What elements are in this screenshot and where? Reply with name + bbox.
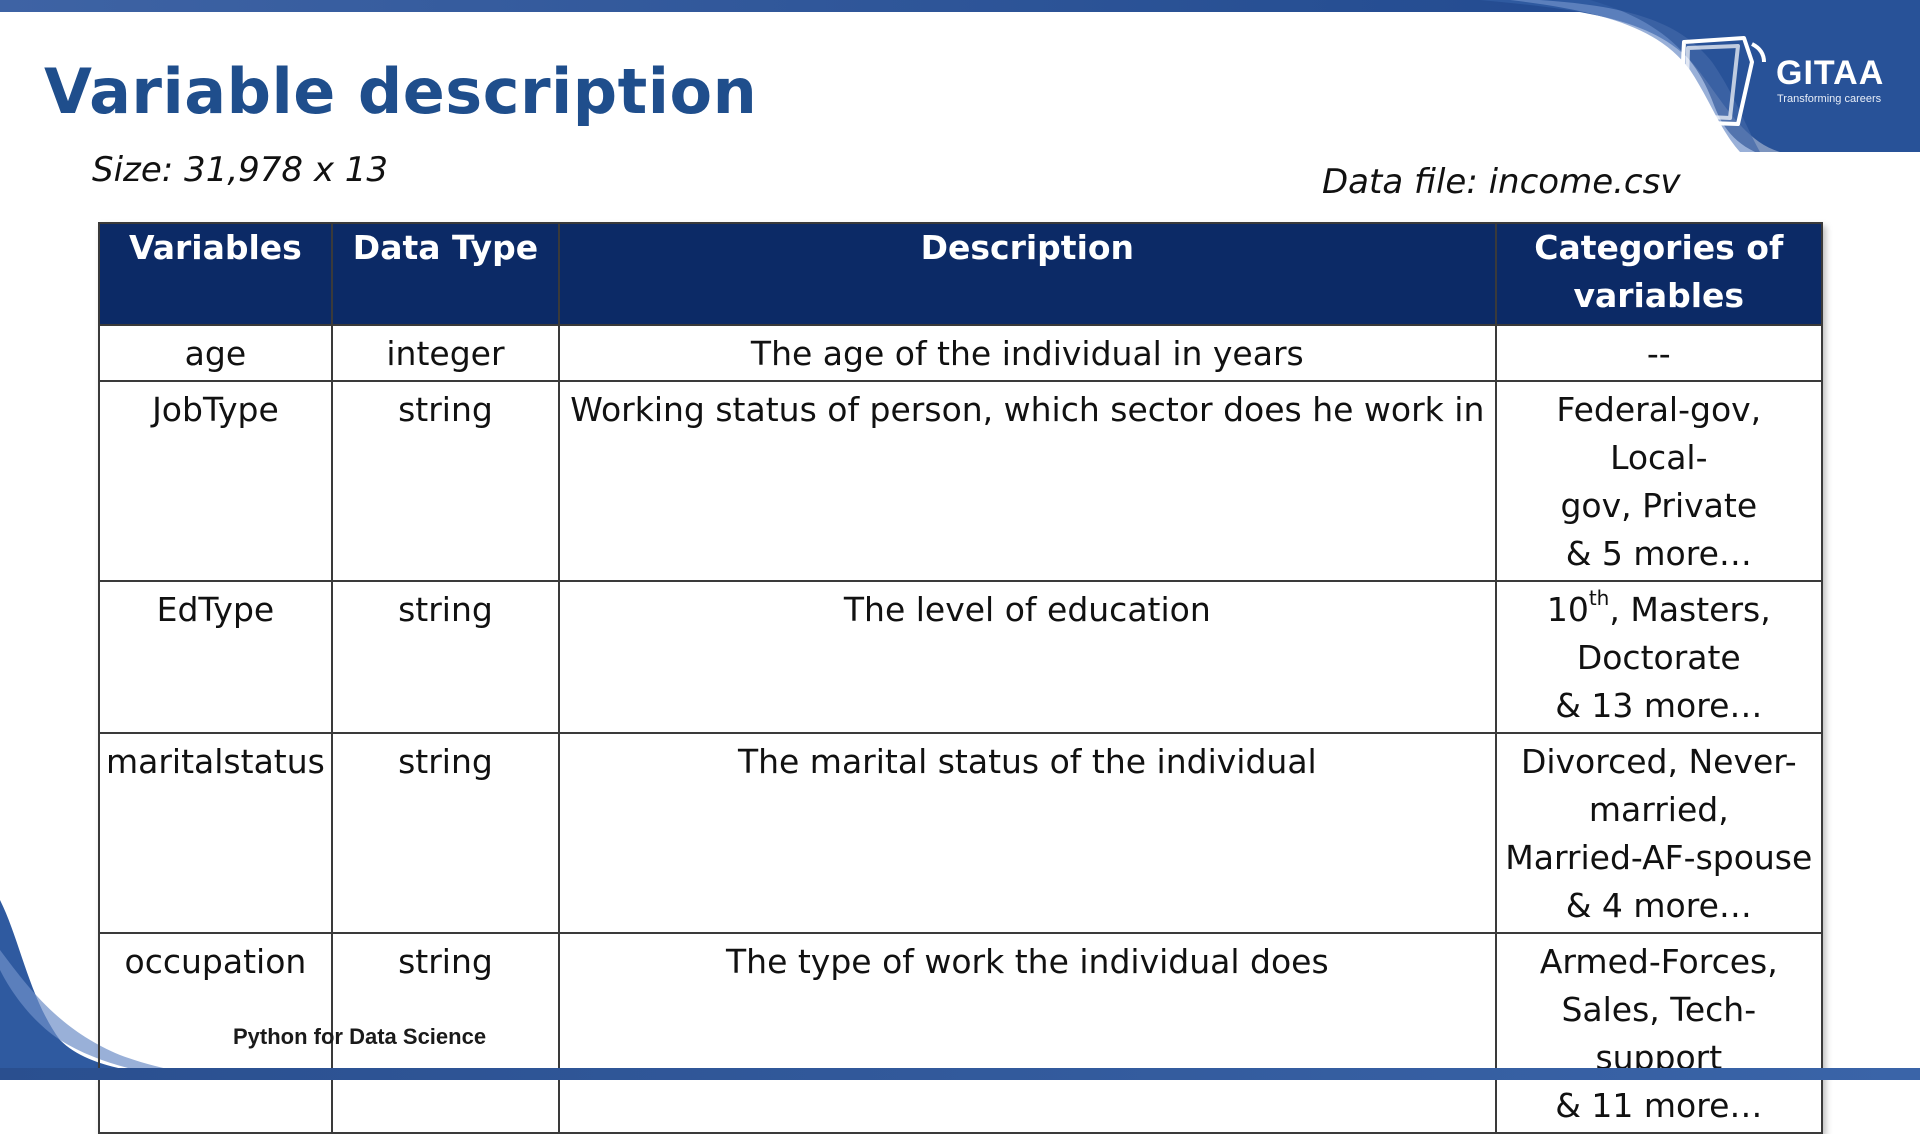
header-data-type: Data Type	[330, 222, 561, 326]
category-line: & 13 more…	[1555, 686, 1763, 725]
category-superscript: th	[1588, 586, 1610, 610]
cell-categories: Armed-Forces, Sales, Tech-support & 11 m…	[1494, 932, 1824, 1134]
cell-variable: JobType	[98, 380, 333, 582]
data-file-label: Data file: income.csv	[1322, 162, 1681, 202]
bottom-band	[0, 1068, 1920, 1080]
category-line: Doctorate	[1576, 638, 1741, 677]
cell-variable: age	[98, 324, 333, 382]
cell-variable: maritalstatus	[98, 732, 333, 934]
dataset-size-label: Size: 31,978 x 13	[92, 150, 389, 190]
cell-description: The marital status of the individual	[558, 732, 1497, 934]
category-line: Sales, Tech-support	[1561, 990, 1757, 1077]
category-line: gov, Private	[1560, 486, 1758, 525]
category-line: & 5 more…	[1565, 534, 1752, 573]
cell-data-type: integer	[330, 324, 561, 382]
top-band	[0, 0, 1920, 12]
cell-categories: 10th, Masters, Doctorate & 13 more…	[1494, 580, 1824, 734]
cell-description: The age of the individual in years	[558, 324, 1497, 382]
table-row: EdType string The level of education 10t…	[98, 580, 1824, 734]
variable-description-table: Variables Data Type Description Categori…	[98, 222, 1824, 1134]
category-line: & 4 more…	[1565, 886, 1752, 925]
table-row: age integer The age of the individual in…	[98, 324, 1824, 382]
cell-variable: EdType	[98, 580, 333, 734]
header-description: Description	[558, 222, 1497, 326]
cell-description: The type of work the individual does	[558, 932, 1497, 1134]
category-line: Divorced, Never-	[1520, 742, 1797, 781]
category-prefix: 10	[1546, 590, 1589, 629]
slide-title: Variable description	[44, 55, 758, 128]
category-line: & 11 more…	[1555, 1086, 1763, 1125]
category-line: 10th, Masters,	[1503, 586, 1815, 634]
cell-data-type: string	[330, 732, 561, 934]
category-suffix: , Masters,	[1609, 590, 1771, 629]
cell-data-type: string	[330, 380, 561, 582]
cell-data-type: string	[330, 580, 561, 734]
logo-wordmark: GITAA	[1776, 54, 1885, 92]
table-row: maritalstatus string The marital status …	[98, 732, 1824, 934]
category-line: Armed-Forces,	[1539, 942, 1778, 981]
cell-categories: --	[1494, 324, 1824, 382]
header-variables: Variables	[98, 222, 333, 326]
table-row: JobType string Working status of person,…	[98, 380, 1824, 582]
header-categories: Categories of variables	[1494, 222, 1824, 326]
category-line: married,	[1588, 790, 1729, 829]
category-line: Federal-gov, Local-	[1556, 390, 1762, 477]
footer-course-name: Python for Data Science	[233, 1024, 487, 1049]
cell-description: Working status of person, which sector d…	[558, 380, 1497, 582]
cell-categories: Divorced, Never- married, Married-AF-spo…	[1494, 732, 1824, 934]
logo-tagline: Transforming careers	[1777, 93, 1882, 105]
cell-categories: Federal-gov, Local- gov, Private & 5 mor…	[1494, 380, 1824, 582]
cell-description: The level of education	[558, 580, 1497, 734]
category-line: --	[1646, 334, 1671, 373]
table-header-row: Variables Data Type Description Categori…	[98, 222, 1824, 326]
gitaa-logo-icon	[1667, 36, 1766, 126]
category-line: Married-AF-spouse	[1505, 838, 1813, 877]
